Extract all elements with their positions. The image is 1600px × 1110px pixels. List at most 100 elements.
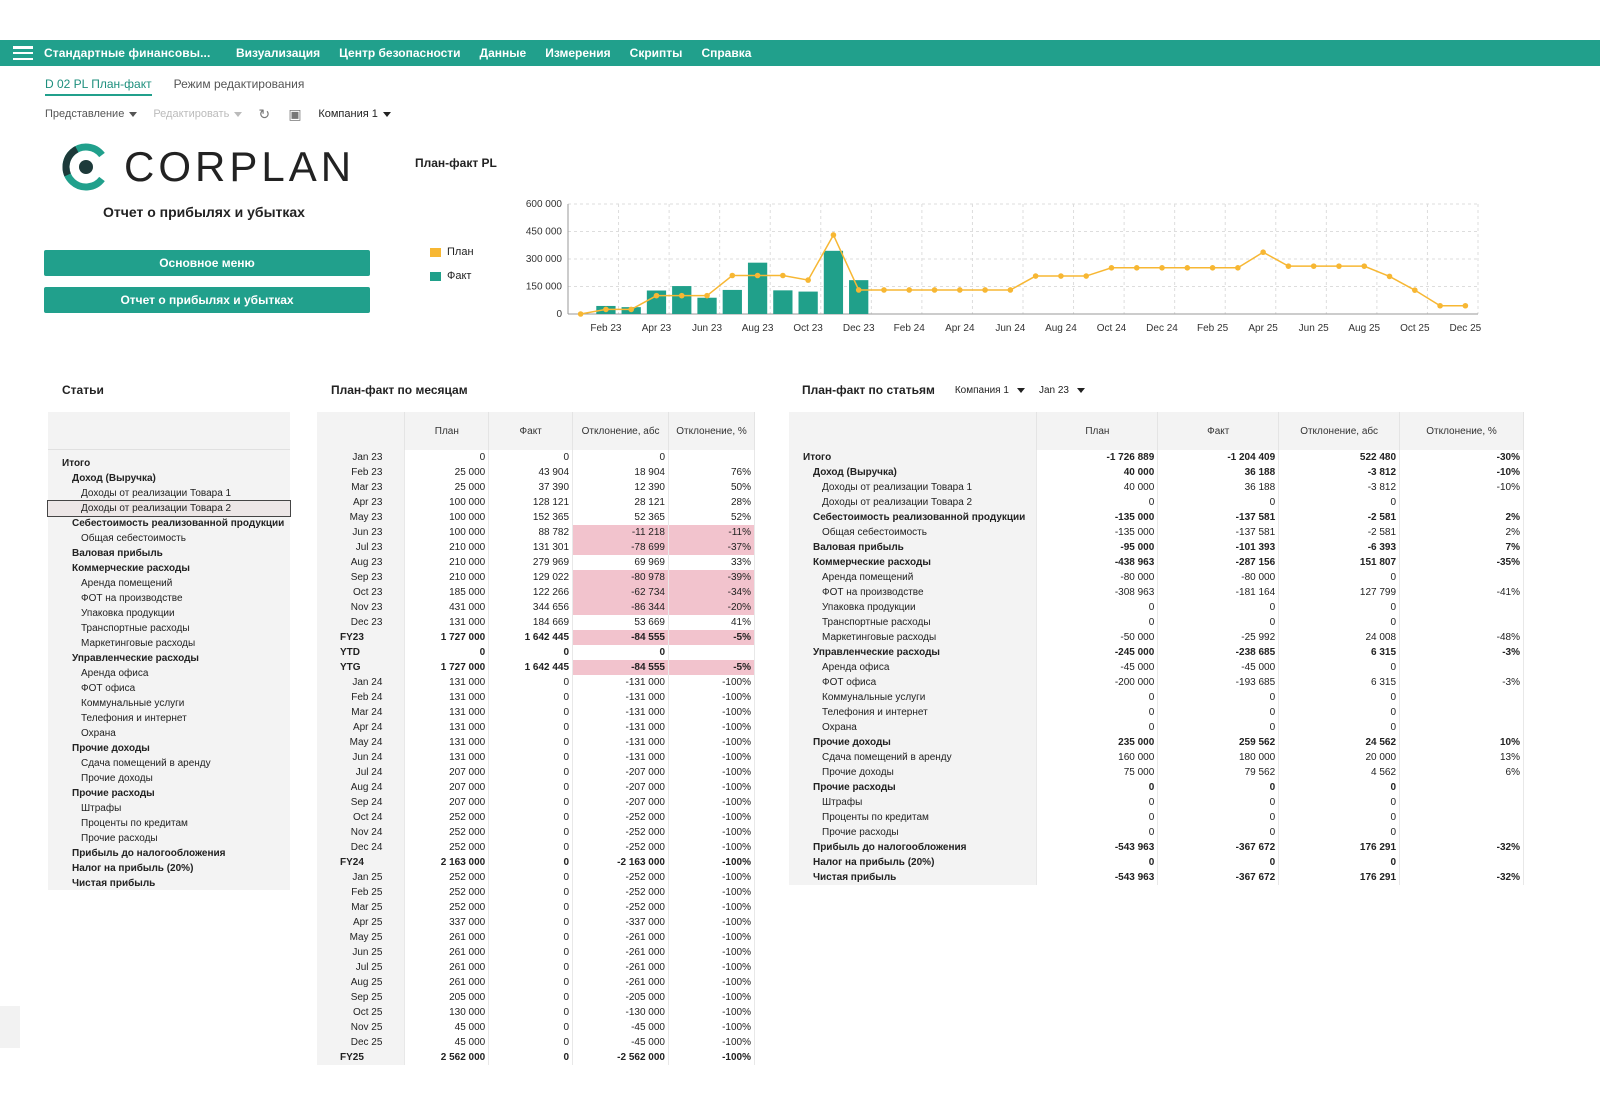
monthly-cell: -252 000 (572, 900, 669, 915)
byarticle-cell: 4 562 (1278, 765, 1401, 780)
monthly-cell: -252 000 (572, 885, 669, 900)
byarticle-cell: 0 (1278, 795, 1401, 810)
article-row[interactable]: Прочие расходы (48, 831, 290, 846)
article-row[interactable]: Чистая прибыль (48, 876, 290, 891)
monthly-cell: 52 365 (572, 510, 669, 525)
monthly-cell: 0 (488, 885, 574, 900)
article-row[interactable]: Доходы от реализации Товара 1 (48, 486, 290, 501)
monthly-period-label: Jul 23 (317, 540, 406, 555)
byarticle-cell: -6 393 (1278, 540, 1401, 555)
article-row[interactable]: Итого (48, 456, 290, 471)
monthly-cell: 131 000 (404, 690, 490, 705)
article-row[interactable]: Проценты по кредитам (48, 816, 290, 831)
company-filter[interactable]: Компания 1 (955, 385, 1025, 396)
plan-point (830, 232, 837, 238)
plan-point (881, 287, 887, 293)
byarticle-header-dev-abs: Отклонение, абс (1278, 412, 1401, 450)
article-row[interactable]: Валовая прибыль (48, 546, 290, 561)
monthly-cell: -11 218 (572, 525, 669, 540)
monthly-cell: 0 (488, 855, 574, 870)
article-row[interactable]: Телефония и интернет (48, 711, 290, 726)
monthly-cell: -252 000 (572, 840, 669, 855)
monthly-period-label: Dec 24 (317, 840, 406, 855)
monthly-cell: -2 163 000 (572, 855, 669, 870)
view-dropdown[interactable]: Представление (45, 108, 138, 120)
company-dropdown[interactable]: Компания 1 (318, 108, 391, 120)
monthly-cell: -5% (668, 660, 755, 675)
article-row[interactable]: Общая себестоимость (48, 531, 290, 546)
article-row[interactable]: Прочие доходы (48, 771, 290, 786)
article-row[interactable]: Коммунальные услуги (48, 696, 290, 711)
byarticle-cell: -193 685 (1157, 675, 1280, 690)
monthly-period-label: FY24 (317, 855, 406, 870)
article-row[interactable]: Доходы от реализации Товара 2 (47, 500, 291, 517)
byarticle-label: ФОТ офиса (789, 675, 1038, 690)
menu-item-help[interactable]: Справка (701, 46, 752, 60)
tab-plan-fact[interactable]: D 02 PL План-факт (45, 77, 152, 96)
main-menu-button[interactable]: Основное меню (44, 250, 370, 276)
article-row[interactable]: Маркетинговые расходы (48, 636, 290, 651)
save-icon[interactable]: ▣ (288, 106, 302, 122)
monthly-cell: 25 000 (404, 480, 490, 495)
article-row[interactable]: ФОТ офиса (48, 681, 290, 696)
byarticle-cell (1399, 705, 1524, 720)
article-label: Доходы от реализации Товара 2 (47, 500, 291, 517)
monthly-row: May 23 100 000 152 365 52 365 52% (317, 510, 755, 525)
monthly-row: Apr 23 100 000 128 121 28 121 28% (317, 495, 755, 510)
article-row[interactable]: Прочие расходы (48, 786, 290, 801)
menu-item-dimensions[interactable]: Измерения (545, 46, 611, 60)
article-row[interactable]: Прибыль до налогообложения (48, 846, 290, 861)
period-filter[interactable]: Jan 23 (1039, 385, 1085, 396)
monthly-cell: 0 (488, 645, 574, 660)
app-title[interactable]: Стандартные финансовы... (44, 46, 211, 60)
monthly-cell: -207 000 (572, 765, 669, 780)
edit-dropdown[interactable]: Редактировать (153, 108, 243, 120)
article-row[interactable]: Аренда помещений (48, 576, 290, 591)
monthly-cell: 122 266 (488, 585, 574, 600)
menu-item-data[interactable]: Данные (479, 46, 527, 60)
byarticle-cell: 0 (1278, 720, 1401, 735)
article-row[interactable]: Коммерческие расходы (48, 561, 290, 576)
article-row[interactable]: Себестоимость реализованной продукции (48, 516, 290, 531)
article-row[interactable]: Управленческие расходы (48, 651, 290, 666)
toolbar: Представление Редактировать ↻ ▣ Компания… (45, 107, 407, 121)
plan-point (906, 287, 913, 293)
article-row[interactable]: ФОТ на производстве (48, 591, 290, 606)
article-row[interactable]: Охрана (48, 726, 290, 741)
byarticle-row: Прочие расходы 0 0 0 (789, 825, 1524, 840)
menu-item-scripts[interactable]: Скрипты (629, 46, 683, 60)
plan-point (1437, 302, 1443, 309)
article-row[interactable]: Упаковка продукции (48, 606, 290, 621)
monthly-period-label: Mar 24 (317, 705, 406, 720)
article-row[interactable]: Налог на прибыль (20%) (48, 861, 290, 876)
monthly-cell: 152 365 (488, 510, 574, 525)
refresh-icon[interactable]: ↻ (258, 106, 271, 122)
byarticle-cell: 176 291 (1278, 840, 1401, 855)
byarticle-cell: -30% (1399, 450, 1524, 465)
byarticle-label: Чистая прибыль (789, 870, 1038, 885)
monthly-cell: -100% (668, 870, 755, 885)
article-row[interactable]: Транспортные расходы (48, 621, 290, 636)
hamburger-menu-icon[interactable] (13, 46, 33, 60)
article-row[interactable]: Сдача помещений в аренду (48, 756, 290, 771)
plan-point (628, 306, 634, 313)
article-row[interactable]: Доход (Выручка) (48, 471, 290, 486)
monthly-cell: -100% (668, 1020, 755, 1035)
byarticle-cell: 0 (1278, 570, 1401, 585)
menu-item-visualization[interactable]: Визуализация (236, 46, 321, 60)
chart-legend: План Факт (430, 240, 474, 288)
monthly-cell: -86 344 (572, 600, 669, 615)
monthly-cell: -100% (668, 885, 755, 900)
tab-edit-mode[interactable]: Режим редактирования (173, 77, 305, 91)
article-row[interactable]: Прочие доходы (48, 741, 290, 756)
fact-bar (823, 250, 844, 314)
article-row[interactable]: Штрафы (48, 801, 290, 816)
monthly-period-label: Feb 24 (317, 690, 406, 705)
article-row[interactable]: Аренда офиса (48, 666, 290, 681)
monthly-cell: 131 301 (488, 540, 574, 555)
plan-point (805, 277, 811, 283)
menu-item-security[interactable]: Центр безопасности (339, 46, 461, 60)
monthly-cell: 0 (488, 780, 574, 795)
articles-panel: Итого Доход (Выручка) Доходы от реализации… (47, 412, 291, 891)
pl-report-button[interactable]: Отчет о прибылях и убытках (44, 287, 370, 313)
